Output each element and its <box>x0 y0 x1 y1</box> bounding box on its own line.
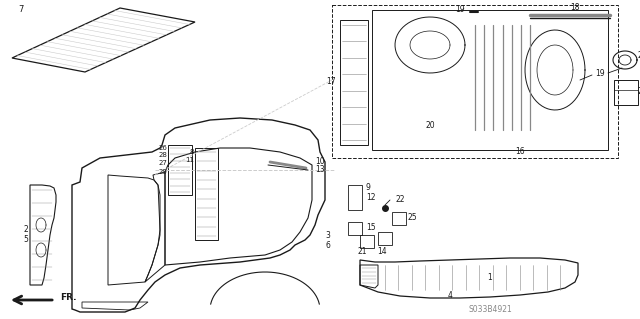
Text: 7: 7 <box>18 5 24 14</box>
Text: 12: 12 <box>366 194 376 203</box>
Text: 28: 28 <box>158 152 167 158</box>
Text: 21: 21 <box>357 248 367 256</box>
Text: 13: 13 <box>315 166 324 174</box>
Text: 11: 11 <box>185 157 194 163</box>
Text: 10: 10 <box>315 158 324 167</box>
Text: 1: 1 <box>488 273 492 283</box>
Text: 24: 24 <box>637 50 640 60</box>
Text: 5: 5 <box>23 235 28 244</box>
Text: 3: 3 <box>325 231 330 240</box>
Text: S033B4921: S033B4921 <box>468 306 512 315</box>
Text: 9: 9 <box>366 183 371 192</box>
Text: 8: 8 <box>189 149 194 155</box>
Text: 6: 6 <box>325 241 330 249</box>
Text: 4: 4 <box>447 291 452 300</box>
Text: 16: 16 <box>515 147 525 157</box>
Text: 17: 17 <box>326 78 336 86</box>
Text: 25: 25 <box>408 213 418 222</box>
Text: 27: 27 <box>158 160 167 166</box>
Text: 19: 19 <box>595 69 605 78</box>
Text: 20: 20 <box>425 121 435 130</box>
Text: 14: 14 <box>377 248 387 256</box>
Text: 22: 22 <box>395 196 404 204</box>
Text: 19: 19 <box>455 5 465 14</box>
Text: 15: 15 <box>366 224 376 233</box>
Text: 29: 29 <box>158 169 167 175</box>
Text: 23: 23 <box>637 87 640 97</box>
Text: 26: 26 <box>158 145 167 151</box>
Text: 2: 2 <box>23 226 28 234</box>
Text: 18: 18 <box>570 4 580 12</box>
Text: FR.: FR. <box>60 293 77 302</box>
